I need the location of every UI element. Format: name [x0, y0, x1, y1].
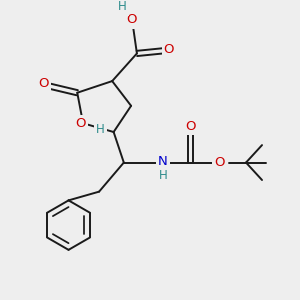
Text: H: H — [159, 169, 167, 182]
Text: O: O — [75, 117, 86, 130]
Text: O: O — [214, 156, 225, 169]
Text: H: H — [96, 123, 105, 136]
Text: N: N — [158, 154, 168, 168]
Text: O: O — [126, 14, 136, 26]
Text: O: O — [164, 43, 174, 56]
Text: O: O — [185, 120, 196, 133]
Text: H: H — [118, 0, 127, 14]
Text: O: O — [39, 77, 49, 91]
